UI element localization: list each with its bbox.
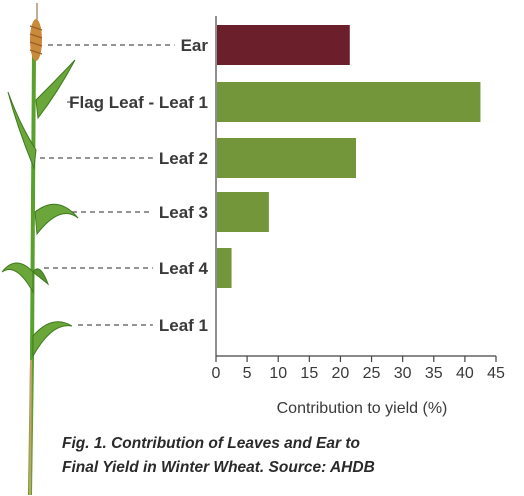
bar-leaf-4-4 <box>217 248 232 288</box>
x-tick-label-7: 35 <box>425 365 443 382</box>
x-tick-label-6: 30 <box>394 365 412 382</box>
x-axis-title: Contribution to yield (%) <box>277 400 448 417</box>
bar-flag-leaf-leaf-1-1 <box>217 82 481 122</box>
category-label-ear-0: Ear <box>181 36 209 55</box>
category-label-leaf-1-5: Leaf 1 <box>159 316 208 335</box>
caption-line-2: Final Yield in Winter Wheat. Source: AHD… <box>62 459 375 476</box>
x-tick-label-5: 25 <box>363 365 381 382</box>
category-label-leaf-3-3: Leaf 3 <box>159 203 208 222</box>
category-labels: Ear Flag Leaf - Leaf 1 Leaf 2 Leaf 3 Leaf 4 L… <box>69 36 208 335</box>
x-tick-label-0: 0 <box>212 365 221 382</box>
x-tick-label-4: 20 <box>332 365 350 382</box>
caption-line-1: Fig. 1. Contribution of Leaves and Ear t… <box>62 435 360 452</box>
figure-caption: Fig. 1. Contribution of Leaves and Ear t… <box>62 432 482 480</box>
x-tick-label-1: 5 <box>243 365 252 382</box>
x-tick-label-3: 15 <box>300 365 318 382</box>
x-ticks: 0 5 10 15 20 25 30 35 40 45 <box>212 356 505 382</box>
leader-lines <box>40 44 175 326</box>
wheat-plant-illustration <box>1 3 79 496</box>
category-label-leaf-4-4: Leaf 4 <box>159 259 209 278</box>
bar-ear-0 <box>217 25 350 65</box>
x-tick-label-9: 45 <box>487 365 505 382</box>
category-label-leaf-2-2: Leaf 2 <box>159 149 208 168</box>
bars <box>217 25 481 288</box>
bar-leaf-2-2 <box>217 138 356 178</box>
x-tick-label-2: 10 <box>269 365 287 382</box>
bar-leaf-3-3 <box>217 192 269 232</box>
category-label-flag-leaf-leaf-1-1: Flag Leaf - Leaf 1 <box>69 93 208 112</box>
x-tick-label-8: 40 <box>456 365 474 382</box>
